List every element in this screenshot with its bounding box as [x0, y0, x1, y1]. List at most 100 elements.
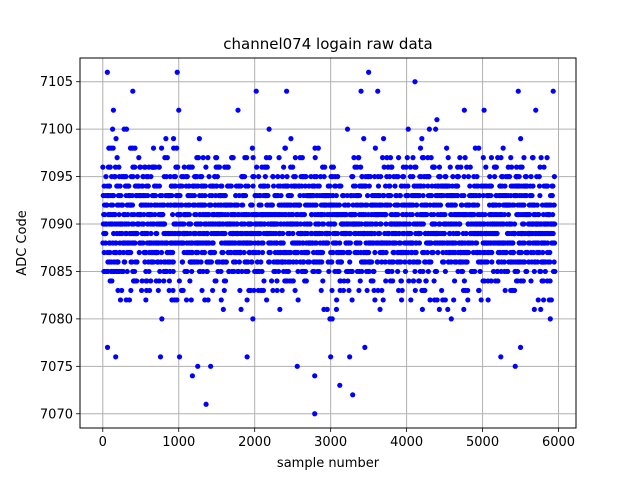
data-point [282, 145, 289, 151]
data-point [461, 173, 467, 180]
data-point [268, 278, 275, 284]
data-point [381, 164, 387, 170]
data-point [364, 192, 371, 199]
data-point [299, 183, 305, 189]
x-tick-label: 1000 [162, 435, 195, 450]
data-point [536, 183, 543, 189]
data-point [305, 249, 311, 256]
data-point [439, 287, 445, 294]
data-point [545, 183, 551, 189]
data-point [330, 164, 337, 170]
data-point [545, 240, 551, 246]
data-point [417, 145, 424, 151]
data-point [538, 268, 544, 275]
data-point [451, 297, 457, 303]
data-point [278, 192, 284, 199]
data-point [350, 173, 356, 180]
data-point [346, 287, 352, 294]
data-point [248, 240, 254, 246]
data-point [550, 230, 556, 237]
data-point [420, 221, 426, 227]
y-tick-label: 7100 [40, 123, 73, 138]
data-point [537, 192, 543, 199]
y-tick-label: 7085 [40, 265, 73, 280]
data-point [364, 202, 370, 208]
data-point [250, 183, 256, 189]
data-point [495, 278, 501, 284]
data-point [340, 249, 346, 256]
data-point [352, 211, 358, 218]
data-point [358, 164, 364, 170]
data-point [112, 173, 118, 180]
data-point [187, 278, 193, 284]
data-point [183, 297, 190, 303]
data-point [257, 230, 263, 237]
data-point [536, 211, 542, 218]
data-point [419, 136, 425, 142]
data-point [345, 278, 351, 284]
data-point [337, 240, 343, 246]
data-point [169, 192, 175, 199]
outlier-point [461, 107, 467, 113]
data-point [528, 173, 534, 180]
data-point [390, 278, 396, 284]
data-point [398, 297, 405, 303]
data-point [196, 136, 202, 142]
data-point [521, 240, 527, 246]
outlier-point [235, 107, 241, 113]
data-point [158, 145, 165, 151]
data-point [331, 221, 338, 227]
data-point [280, 230, 286, 237]
data-point [442, 297, 448, 303]
data-point [345, 202, 352, 208]
data-point [180, 287, 186, 294]
data-point [303, 268, 309, 275]
data-point [538, 155, 544, 161]
outlier-point [312, 373, 318, 379]
data-point [357, 240, 363, 246]
data-point [434, 117, 440, 123]
data-point [382, 259, 388, 265]
data-point [290, 278, 296, 284]
outlier-point [328, 354, 334, 360]
data-point [455, 230, 461, 237]
data-point [129, 192, 135, 199]
data-point [431, 278, 437, 284]
data-point [218, 297, 224, 303]
data-point [241, 221, 248, 227]
data-point [369, 259, 375, 265]
data-point [333, 306, 340, 313]
data-point [383, 249, 389, 256]
data-point [115, 287, 121, 294]
data-point [265, 192, 271, 199]
data-point [142, 164, 148, 170]
data-point [408, 230, 414, 237]
data-point [166, 278, 172, 284]
data-point [251, 287, 257, 294]
data-point [174, 145, 180, 151]
data-point [170, 211, 176, 218]
data-point [120, 268, 126, 275]
data-point [258, 202, 264, 208]
data-point [518, 249, 524, 256]
data-point [213, 278, 219, 284]
data-point [551, 202, 557, 208]
data-point [189, 164, 195, 170]
data-point [203, 164, 209, 170]
data-point [187, 230, 193, 237]
data-point [443, 173, 449, 180]
data-point [156, 183, 163, 189]
data-point [155, 287, 161, 294]
data-point [303, 173, 309, 180]
data-point [301, 211, 308, 218]
data-point [426, 173, 432, 180]
data-point [405, 126, 411, 132]
data-point [103, 173, 109, 180]
data-point [274, 278, 280, 284]
data-point [250, 155, 256, 161]
data-point [335, 173, 341, 180]
data-point [402, 268, 409, 275]
data-point [222, 230, 228, 237]
outlier-point [244, 354, 250, 360]
